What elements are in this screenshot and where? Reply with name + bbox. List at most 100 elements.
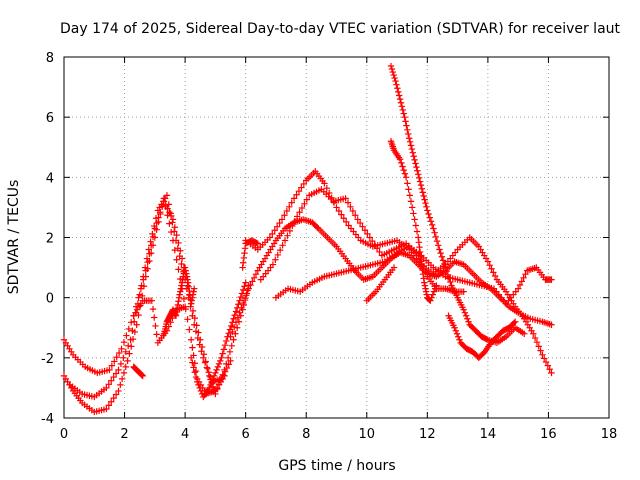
data-point [464, 315, 471, 322]
data-point [233, 304, 241, 312]
data-point [276, 246, 284, 254]
data-point [418, 185, 426, 192]
data-point [187, 303, 194, 310]
series-track-2 [60, 195, 228, 416]
data-point [230, 336, 237, 343]
x-tick-label: 8 [302, 427, 310, 442]
data-point [416, 178, 424, 185]
data-point [249, 278, 256, 285]
data-point [148, 297, 156, 304]
series-track-15 [130, 363, 146, 380]
data-point [518, 278, 525, 285]
data-point [185, 283, 192, 291]
x-tick-label: 12 [419, 427, 436, 442]
data-point [273, 223, 281, 230]
data-point [430, 225, 437, 232]
data-point [396, 156, 404, 163]
data-point [184, 279, 192, 286]
data-point [202, 358, 209, 365]
data-point [522, 271, 529, 278]
data-point [349, 207, 357, 215]
data-point [433, 282, 440, 289]
data-point [510, 319, 518, 327]
data-point [271, 227, 278, 234]
data-point [426, 214, 433, 221]
data-point [415, 234, 422, 241]
data-point [274, 251, 281, 259]
data-point [129, 327, 136, 334]
data-point [422, 200, 429, 207]
data-point [239, 264, 246, 271]
data-point [178, 282, 185, 289]
data-point [420, 275, 427, 282]
data-point [488, 265, 495, 272]
data-point [115, 349, 123, 357]
y-tick-label: 0 [46, 292, 54, 307]
data-point [395, 92, 403, 99]
data-point [412, 222, 420, 229]
data-point [228, 342, 235, 349]
data-point [205, 369, 212, 376]
data-point [455, 333, 462, 340]
data-point [151, 222, 158, 230]
data-point [272, 256, 279, 263]
data-point [413, 163, 420, 171]
data-point [405, 186, 412, 193]
data-point [240, 254, 248, 262]
data-point [400, 166, 407, 174]
y-tick-label: -4 [41, 412, 54, 427]
data-point [432, 285, 439, 292]
data-point [402, 118, 409, 125]
data-point [177, 288, 184, 295]
series-track-12 [187, 279, 249, 401]
data-point [390, 264, 398, 271]
data-point [483, 335, 490, 343]
data-point [403, 122, 410, 129]
data-point [105, 381, 113, 388]
data-point [149, 305, 157, 313]
data-point [281, 212, 288, 219]
data-point [225, 361, 232, 368]
data-point [436, 246, 443, 253]
data-point [405, 135, 413, 142]
data-point [548, 321, 555, 328]
data-point [230, 323, 238, 331]
data-point [398, 103, 406, 110]
data-point [373, 245, 381, 252]
data-point [120, 354, 127, 362]
data-point [151, 314, 158, 321]
x-tick-label: 18 [601, 427, 618, 442]
data-point [301, 200, 308, 208]
data-point [190, 285, 198, 292]
data-point [151, 234, 159, 241]
data-point [231, 311, 238, 319]
data-point [136, 291, 143, 298]
data-point [347, 203, 354, 211]
data-point [444, 271, 452, 279]
data-point [221, 341, 229, 349]
data-point [437, 249, 444, 257]
data-point [293, 213, 301, 220]
data-point [456, 336, 463, 343]
data-point [389, 68, 397, 76]
data-point [408, 145, 416, 153]
data-point [155, 218, 162, 226]
data-point [283, 207, 291, 215]
data-point [187, 300, 195, 307]
data-point [127, 336, 134, 343]
data-point [421, 279, 428, 286]
data-point [460, 288, 467, 295]
data-point [229, 319, 236, 326]
data-point [291, 218, 298, 225]
data-point [173, 256, 180, 263]
data-point [153, 226, 160, 233]
data-point [410, 153, 417, 160]
data-point [172, 237, 180, 244]
data-point [387, 62, 395, 70]
series-track-3 [66, 192, 234, 401]
data-point [184, 276, 191, 283]
data-point [213, 366, 220, 374]
data-point [427, 297, 434, 304]
data-point [422, 288, 430, 295]
data-point [422, 285, 429, 292]
